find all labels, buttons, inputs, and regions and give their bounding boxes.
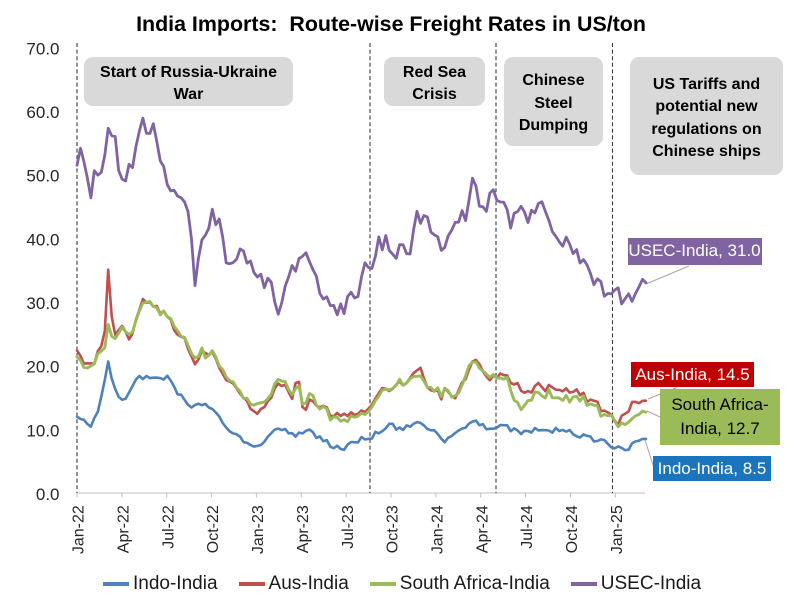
svg-text:Apr-22: Apr-22 [116,505,133,553]
svg-text:Jan-23: Jan-23 [250,505,267,554]
svg-text:50.0: 50.0 [26,167,59,186]
svg-text:Jan-22: Jan-22 [71,505,88,554]
svg-text:10.0: 10.0 [26,421,59,440]
svg-text:30.0: 30.0 [26,294,59,313]
svg-text:Oct-22: Oct-22 [205,505,222,553]
svg-text:20.0: 20.0 [26,358,59,377]
svg-text:Jan-24: Jan-24 [430,505,447,554]
svg-text:70.0: 70.0 [26,39,59,58]
svg-text:60.0: 60.0 [26,103,59,122]
svg-text:Jul-22: Jul-22 [160,505,177,549]
svg-text:Jan-25: Jan-25 [609,505,626,554]
svg-text:0.0: 0.0 [36,485,60,504]
svg-text:Oct-24: Oct-24 [564,505,581,553]
svg-text:Oct-23: Oct-23 [385,505,402,553]
svg-text:40.0: 40.0 [26,230,59,249]
svg-text:Jul-24: Jul-24 [519,505,536,549]
svg-text:Apr-23: Apr-23 [295,505,312,553]
svg-text:Apr-24: Apr-24 [474,505,491,553]
svg-text:Jul-23: Jul-23 [340,505,357,549]
